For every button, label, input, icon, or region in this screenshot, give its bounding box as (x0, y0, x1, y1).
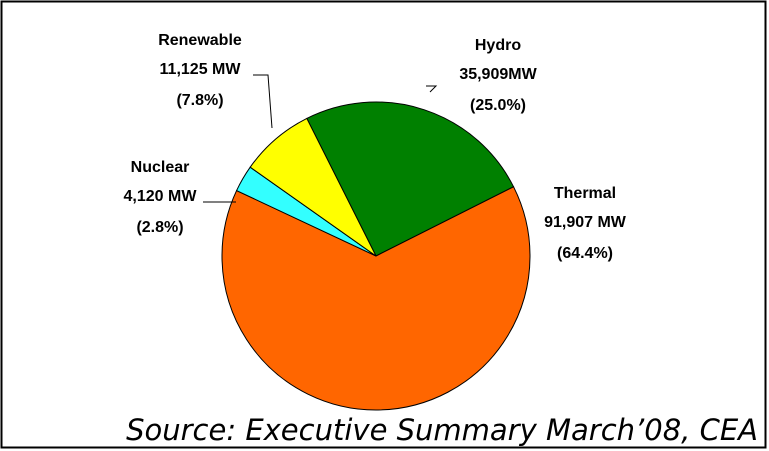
source-note: Source: Executive Summary March’08, CEA (126, 413, 758, 447)
slice-percent: (25.0%) (470, 97, 526, 114)
pie-slice (249, 117, 377, 257)
slice-label: Thermal (554, 185, 616, 202)
pie-slice (221, 186, 531, 411)
slice-mw: 35,909MW (459, 66, 537, 83)
slice-percent: (2.8%) (136, 219, 183, 236)
slice-mw: 11,125 MW (160, 61, 242, 78)
pie (221, 101, 531, 411)
slice-label: Hydro (475, 37, 521, 54)
slice-percent: (7.8%) (176, 92, 223, 109)
leader-lines (203, 74, 438, 203)
slice-label: Nuclear (131, 159, 190, 176)
slice-mw: 4,120 MW (124, 188, 198, 205)
pie-slice (306, 101, 515, 257)
slice-percent: (64.4%) (557, 245, 613, 262)
slice-mw: 91,907 MW (544, 214, 627, 231)
slice-label: Renewable (158, 32, 242, 49)
